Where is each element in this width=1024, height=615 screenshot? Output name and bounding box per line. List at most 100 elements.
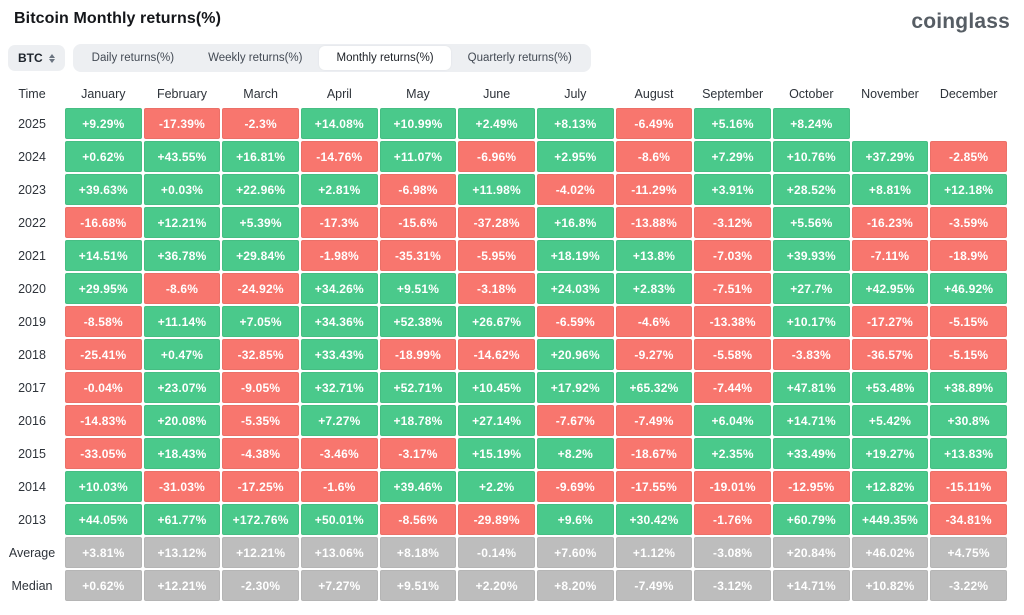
return-cell: -11.29% xyxy=(615,174,693,205)
page-title: Bitcoin Monthly returns(%) xyxy=(14,10,222,27)
return-cell: +10.76% xyxy=(772,141,850,172)
return-cell: -2.3% xyxy=(222,108,299,139)
return-cell: +44.05% xyxy=(65,504,142,535)
table-row: 2013 +44.05% +61.77% +172.76% +50.01% -8.56% -… xyxy=(0,503,1008,536)
return-cell: +172.76% xyxy=(222,504,299,535)
table-row: 2022 -16.68% +12.21% +5.39% -17.3% -15.6% -37.… xyxy=(0,206,1008,239)
return-cell: +2.20% xyxy=(458,570,535,601)
return-cell: +2.83% xyxy=(615,273,693,304)
return-cell: +60.79% xyxy=(772,504,850,535)
return-cell: -9.05% xyxy=(222,372,299,403)
tab-weekly-returns[interactable]: Weekly returns(%) xyxy=(208,52,303,64)
return-cell: +38.89% xyxy=(930,372,1007,403)
return-cell: -6.96% xyxy=(458,141,535,172)
return-cell: -4.02% xyxy=(536,174,614,205)
return-cell: +18.78% xyxy=(379,405,457,436)
row-label: 2017 xyxy=(18,380,46,395)
return-cell: +8.81% xyxy=(851,174,929,205)
return-cell: +3.91% xyxy=(694,174,771,205)
return-cell: -32.85% xyxy=(222,339,299,370)
return-cell: +23.07% xyxy=(143,372,221,403)
return-cell: +13.83% xyxy=(930,438,1007,469)
return-cell: -37.28% xyxy=(458,207,535,238)
return-cell: +2.49% xyxy=(458,108,535,139)
return-cell: -19.01% xyxy=(694,471,771,502)
return-cell: +8.18% xyxy=(379,537,457,568)
return-cell: +7.27% xyxy=(300,405,378,436)
return-cell: +27.14% xyxy=(458,405,535,436)
return-cell: +8.2% xyxy=(536,438,614,469)
return-cell: +20.84% xyxy=(772,537,850,568)
return-cell: +52.38% xyxy=(379,306,457,337)
return-cell: +0.47% xyxy=(143,339,221,370)
row-label: 2024 xyxy=(18,149,46,164)
return-cell: +12.82% xyxy=(851,471,929,502)
return-cell: +20.08% xyxy=(143,405,221,436)
return-cell: -18.9% xyxy=(930,240,1007,271)
return-cell: +10.45% xyxy=(458,372,535,403)
return-cell: +26.67% xyxy=(458,306,535,337)
return-cell: +6.04% xyxy=(694,405,771,436)
return-cell: +34.26% xyxy=(300,273,378,304)
return-cell: -36.57% xyxy=(851,339,929,370)
table-row: 2025 +9.29% -17.39% -2.3% +14.08% +10.99% +2.4… xyxy=(0,107,1008,140)
return-cell: +33.49% xyxy=(772,438,850,469)
return-cell: -7.03% xyxy=(694,240,771,271)
return-cell: -5.95% xyxy=(458,240,535,271)
table-row: 2016 -14.83% +20.08% -5.35% +7.27% +18.78% +27… xyxy=(0,404,1008,437)
row-label: 2020 xyxy=(18,281,46,296)
return-cell: +4.75% xyxy=(930,537,1007,568)
tab-quarterly-returns[interactable]: Quarterly returns(%) xyxy=(467,52,572,64)
table-row: Median +0.62% +12.21% -2.30% +7.27% +9.51% +2.… xyxy=(0,569,1008,602)
return-cell: +36.78% xyxy=(143,240,221,271)
return-cell: -3.59% xyxy=(930,207,1007,238)
row-label: 2016 xyxy=(18,413,46,428)
return-cell: -5.58% xyxy=(694,339,771,370)
return-cell: -7.44% xyxy=(694,372,771,403)
return-cell: +30.8% xyxy=(930,405,1007,436)
return-cell: +10.99% xyxy=(379,108,457,139)
return-cell: +14.71% xyxy=(772,405,850,436)
return-cell: +10.82% xyxy=(851,570,929,601)
return-cell: +29.95% xyxy=(65,273,142,304)
return-cell: +22.96% xyxy=(222,174,299,205)
symbol-select[interactable]: BTC xyxy=(8,45,65,71)
return-cell: -1.98% xyxy=(300,240,378,271)
return-cell: -16.23% xyxy=(851,207,929,238)
return-cell: +14.71% xyxy=(772,570,850,601)
return-cell: +10.03% xyxy=(65,471,142,502)
month-column-header: December xyxy=(939,87,998,101)
return-cell: -3.22% xyxy=(930,570,1007,601)
month-column-header: October xyxy=(789,87,834,101)
top-bar: Bitcoin Monthly returns(%) coinglass xyxy=(0,0,1024,34)
return-cell: +37.29% xyxy=(851,141,929,172)
tab-monthly-returns[interactable]: Monthly returns(%) xyxy=(319,46,451,70)
return-cell: +14.51% xyxy=(65,240,142,271)
controls-row: BTC Daily returns(%) Weekly returns(%) Mon… xyxy=(8,44,1024,72)
return-cell: +12.21% xyxy=(143,570,221,601)
return-cell: -15.6% xyxy=(379,207,457,238)
return-cell: +13.12% xyxy=(143,537,221,568)
return-cell: +7.27% xyxy=(300,570,378,601)
return-cell: +9.6% xyxy=(536,504,614,535)
month-column-header: April xyxy=(326,87,352,101)
return-cell: +2.35% xyxy=(694,438,771,469)
return-cell: -16.68% xyxy=(65,207,142,238)
coinglass-logo[interactable]: coinglass xyxy=(911,10,1010,33)
return-cell xyxy=(930,108,1007,139)
return-cell: +39.93% xyxy=(772,240,850,271)
return-cell: +39.46% xyxy=(379,471,457,502)
return-cell: -7.51% xyxy=(694,273,771,304)
return-cell: +47.81% xyxy=(772,372,850,403)
return-cell: +16.81% xyxy=(222,141,299,172)
row-label: 2015 xyxy=(18,446,46,461)
tabs: Daily returns(%) Weekly returns(%) Monthly… xyxy=(72,44,591,72)
return-cell: +11.07% xyxy=(379,141,457,172)
return-cell: +9.51% xyxy=(379,570,457,601)
tab-daily-returns[interactable]: Daily returns(%) xyxy=(91,52,175,64)
return-cell: -12.95% xyxy=(772,471,850,502)
return-cell: +14.08% xyxy=(300,108,378,139)
month-column-header: February xyxy=(156,87,207,101)
return-cell: +18.43% xyxy=(143,438,221,469)
return-cell: +11.98% xyxy=(458,174,535,205)
